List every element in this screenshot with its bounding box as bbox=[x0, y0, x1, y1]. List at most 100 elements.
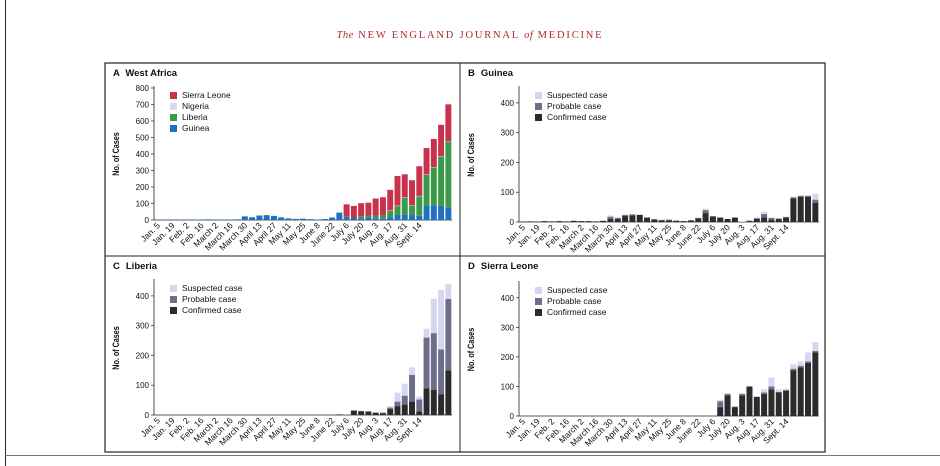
bar-suspected-case bbox=[394, 392, 401, 402]
legend-label: Probable case bbox=[547, 296, 602, 306]
bar-suspected-case bbox=[775, 389, 782, 392]
bar-confirmed-case bbox=[724, 219, 731, 222]
bar-sierra-leone bbox=[416, 166, 423, 196]
bar-guinea bbox=[379, 218, 386, 220]
panel-title: West Africa bbox=[125, 68, 177, 79]
y-tick-label: 600 bbox=[136, 117, 150, 126]
journal-title-of: of bbox=[524, 30, 534, 41]
bar-confirmed-case bbox=[438, 394, 445, 415]
y-tick-label: 300 bbox=[136, 167, 150, 176]
legend-swatch bbox=[535, 287, 542, 294]
journal-title-main: NEW ENGLAND JOURNAL bbox=[358, 30, 520, 41]
bar-suspected-case bbox=[805, 195, 812, 196]
bar-guinea bbox=[278, 217, 285, 220]
bar-probable-case bbox=[438, 349, 445, 395]
legend-label: Nigeria bbox=[182, 101, 209, 111]
bar-confirmed-case bbox=[673, 220, 680, 222]
bar-probable-case bbox=[753, 218, 760, 220]
bar-probable-case bbox=[812, 350, 819, 353]
bar-liberia bbox=[423, 174, 430, 206]
bar-suspected-case bbox=[423, 328, 430, 338]
bar-confirmed-case bbox=[365, 411, 372, 415]
bar-probable-case bbox=[702, 210, 709, 214]
bar-confirmed-case bbox=[570, 220, 577, 222]
y-tick-label: 800 bbox=[136, 84, 150, 93]
bar-suspected-case bbox=[702, 208, 709, 211]
bar-confirmed-case bbox=[416, 411, 423, 415]
bar-liberia bbox=[256, 215, 263, 216]
bar-suspected-case bbox=[695, 217, 702, 219]
bar-confirmed-case bbox=[600, 220, 607, 222]
legend-label: Guinea bbox=[182, 123, 210, 133]
bar-suspected-case bbox=[768, 217, 775, 219]
bar-probable-case bbox=[387, 407, 394, 410]
bar-suspected-case bbox=[387, 406, 394, 408]
bar-nigeria bbox=[409, 204, 416, 206]
bar-confirmed-case bbox=[350, 410, 357, 415]
bar-confirmed-case bbox=[622, 216, 629, 222]
bar-probable-case bbox=[761, 392, 768, 394]
legend-label: Sierra Leone bbox=[182, 90, 231, 100]
bar-guinea bbox=[409, 215, 416, 220]
bar-guinea bbox=[249, 217, 256, 220]
bar-nigeria bbox=[430, 167, 437, 168]
bar-nigeria bbox=[438, 156, 445, 157]
bar-suspected-case bbox=[761, 211, 768, 214]
bar-guinea bbox=[394, 215, 401, 220]
bar-confirmed-case bbox=[556, 221, 563, 222]
bar-guinea bbox=[176, 219, 183, 221]
bar-guinea bbox=[256, 215, 263, 220]
bar-confirmed-case bbox=[783, 217, 790, 222]
bar-sierra-leone bbox=[372, 198, 379, 216]
bar-liberia bbox=[409, 205, 416, 216]
bar-liberia bbox=[416, 196, 423, 216]
y-tick-label: 400 bbox=[136, 292, 150, 301]
bar-guinea bbox=[387, 217, 394, 220]
bar-suspected-case bbox=[783, 388, 790, 390]
bar-guinea bbox=[314, 219, 321, 221]
bar-probable-case bbox=[805, 361, 812, 363]
bar-confirmed-case bbox=[753, 219, 760, 222]
bar-suspected-case bbox=[790, 196, 797, 198]
bar-confirmed-case bbox=[812, 202, 819, 222]
y-tick-label: 200 bbox=[501, 353, 515, 362]
bar-suspected-case bbox=[445, 283, 452, 299]
legend-label: Suspected case bbox=[547, 90, 608, 100]
bar-confirmed-case bbox=[797, 367, 804, 416]
bar-confirmed-case bbox=[358, 411, 365, 415]
bar-guinea bbox=[423, 205, 430, 220]
bar-sierra-leone bbox=[350, 205, 357, 218]
bar-liberia bbox=[387, 210, 394, 218]
frame-left-edge bbox=[5, 0, 6, 466]
bar-confirmed-case bbox=[731, 217, 738, 222]
y-axis-label: No. of Cases bbox=[466, 133, 476, 177]
bar-guinea bbox=[430, 205, 437, 220]
bar-confirmed-case bbox=[746, 221, 753, 222]
bar-suspected-case bbox=[812, 342, 819, 351]
bar-probable-case bbox=[731, 406, 738, 408]
y-tick-label: 400 bbox=[501, 99, 515, 108]
y-tick-label: 200 bbox=[136, 351, 150, 360]
legend-swatch bbox=[170, 296, 177, 303]
y-tick-label: 0 bbox=[510, 218, 515, 227]
bar-confirmed-case bbox=[578, 221, 585, 222]
bar-sierra-leone bbox=[445, 104, 452, 142]
legend-label: Suspected case bbox=[182, 283, 243, 293]
bar-confirmed-case bbox=[731, 407, 738, 416]
y-tick-label: 300 bbox=[501, 323, 515, 332]
bar-sierra-leone bbox=[394, 175, 401, 206]
bar-confirmed-case bbox=[805, 196, 812, 222]
bar-sierra-leone bbox=[365, 202, 372, 216]
panel-title: Guinea bbox=[481, 68, 514, 79]
bar-liberia bbox=[365, 215, 372, 218]
bar-confirmed-case bbox=[790, 370, 797, 416]
bar-nigeria bbox=[401, 197, 408, 198]
y-tick-label: 300 bbox=[136, 322, 150, 331]
y-tick-label: 0 bbox=[145, 411, 150, 420]
bar-confirmed-case bbox=[812, 352, 819, 416]
bar-confirmed-case bbox=[739, 221, 746, 223]
bar-suspected-case bbox=[783, 216, 790, 218]
bar-sierra-leone bbox=[379, 197, 386, 216]
journal-title-the: The bbox=[336, 30, 354, 41]
